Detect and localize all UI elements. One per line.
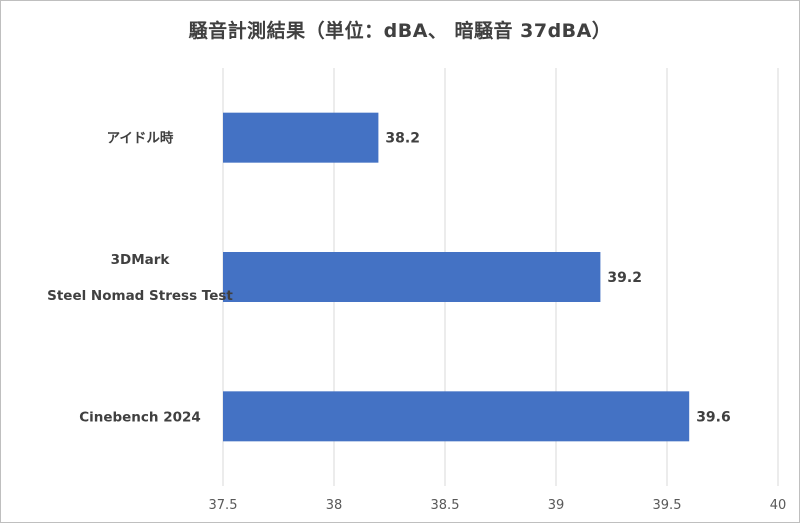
data-label: 39.6 xyxy=(696,409,731,425)
data-label: 38.2 xyxy=(385,131,420,147)
bar xyxy=(223,391,690,442)
category-label: 3DMark xyxy=(111,252,171,268)
x-tick-label: 37.5 xyxy=(209,498,238,513)
bar xyxy=(223,112,379,163)
bar xyxy=(223,252,601,302)
category-label: アイドル時 xyxy=(107,130,174,147)
x-tick-labels: 37.5 38 38.5 39 39.5 40 xyxy=(209,498,787,513)
x-tick-label: 39 xyxy=(548,498,565,513)
category-labels: アイドル時 3DMark Steel Nomad Stress Test Cinebe… xyxy=(47,130,233,426)
data-labels: 38.2 39.2 39.6 xyxy=(385,131,730,426)
x-tick-label: 40 xyxy=(770,498,787,513)
category-label: Cinebench 2024 xyxy=(79,409,201,425)
chart-title: 騒音計測結果（単位：dBA、 暗騒音 37dBA） xyxy=(188,20,612,42)
bars xyxy=(223,112,690,442)
x-tick-label: 38 xyxy=(326,498,343,513)
data-label: 39.2 xyxy=(607,270,642,286)
x-tick-label: 39.5 xyxy=(653,498,682,513)
x-tick-label: 38.5 xyxy=(431,498,460,513)
category-label: Steel Nomad Stress Test xyxy=(47,288,233,304)
